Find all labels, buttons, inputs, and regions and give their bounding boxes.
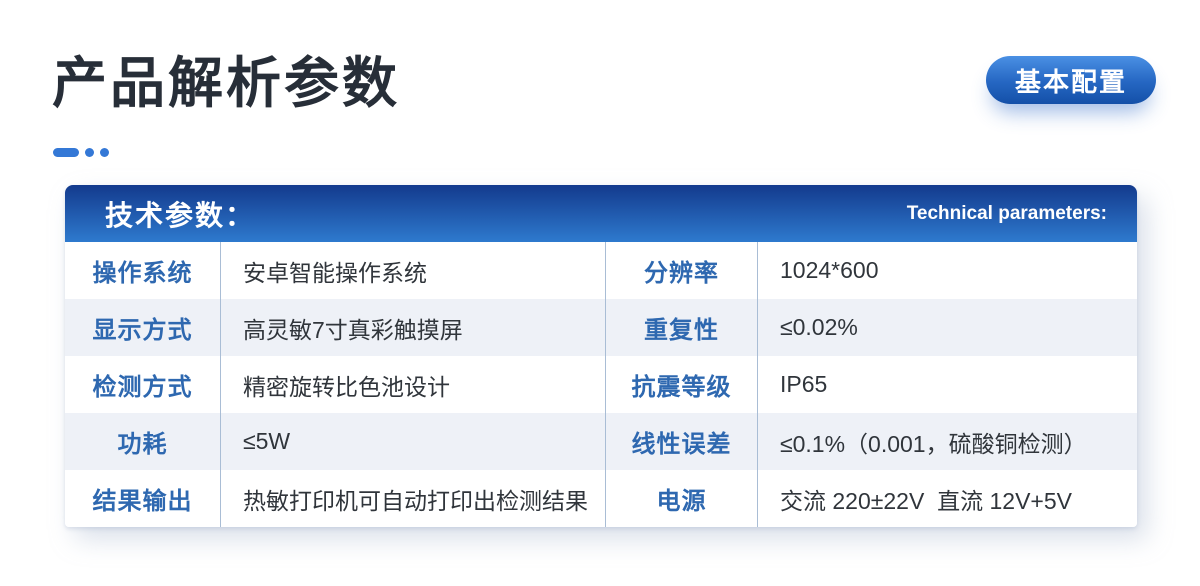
param-value: 精密旋转比色池设计 bbox=[220, 356, 605, 413]
spec-header-title-zh: 技术参数： bbox=[105, 199, 256, 231]
param-label: 分辨率 bbox=[605, 242, 757, 299]
param-label: 检测方式 bbox=[92, 374, 193, 401]
param-value: IP65 bbox=[757, 356, 1137, 413]
param-value: ≤0.02% bbox=[757, 299, 1137, 356]
accent-dot-icon bbox=[100, 147, 109, 157]
basic-config-button[interactable]: 基本配置 bbox=[985, 56, 1156, 104]
param-label: 重复性 bbox=[605, 299, 757, 356]
table-row: 结果输出 热敏打印机可自动打印出检测结果 电源 交流 220±22V 直流 12… bbox=[65, 470, 1137, 527]
param-value: ≤5W bbox=[220, 413, 605, 470]
spec-table-header: 技术参数： Technical parameters: bbox=[65, 185, 1137, 242]
spec-header-title-en: Technical parameters: bbox=[906, 202, 1107, 224]
param-value: ≤0.1%（0.001，硫酸铜检测） bbox=[757, 413, 1137, 470]
table-row: 显示方式 高灵敏7寸真彩触摸屏 重复性 ≤0.02% bbox=[65, 299, 1137, 356]
param-label: 显示方式 bbox=[92, 317, 193, 344]
param-label: 功耗 bbox=[117, 431, 168, 458]
table-row: 功耗 ≤5W 线性误差 ≤0.1%（0.001，硫酸铜检测） bbox=[65, 413, 1137, 470]
param-label: 抗震等级 bbox=[605, 356, 757, 413]
page-title: 产品解析参数 bbox=[52, 52, 401, 114]
accent-dot-icon bbox=[85, 147, 94, 157]
param-value: 1024*600 bbox=[757, 242, 1137, 299]
accent-dash-icon bbox=[53, 147, 79, 157]
title-accent-decoration bbox=[53, 147, 109, 157]
param-label: 结果输出 bbox=[92, 488, 193, 515]
param-label: 线性误差 bbox=[605, 413, 757, 470]
param-value: 热敏打印机可自动打印出检测结果 bbox=[220, 470, 605, 527]
param-label: 电源 bbox=[605, 470, 757, 527]
spec-table: 技术参数： Technical parameters: 操作系统 安卓智能操作系… bbox=[65, 185, 1137, 527]
table-row: 操作系统 安卓智能操作系统 分辨率 1024*600 bbox=[65, 242, 1137, 299]
param-label: 操作系统 bbox=[92, 260, 193, 287]
table-row: 检测方式 精密旋转比色池设计 抗震等级 IP65 bbox=[65, 356, 1137, 413]
param-value: 安卓智能操作系统 bbox=[220, 242, 605, 299]
param-value: 高灵敏7寸真彩触摸屏 bbox=[220, 299, 605, 356]
param-value: 交流 220±22V 直流 12V+5V bbox=[757, 470, 1137, 527]
